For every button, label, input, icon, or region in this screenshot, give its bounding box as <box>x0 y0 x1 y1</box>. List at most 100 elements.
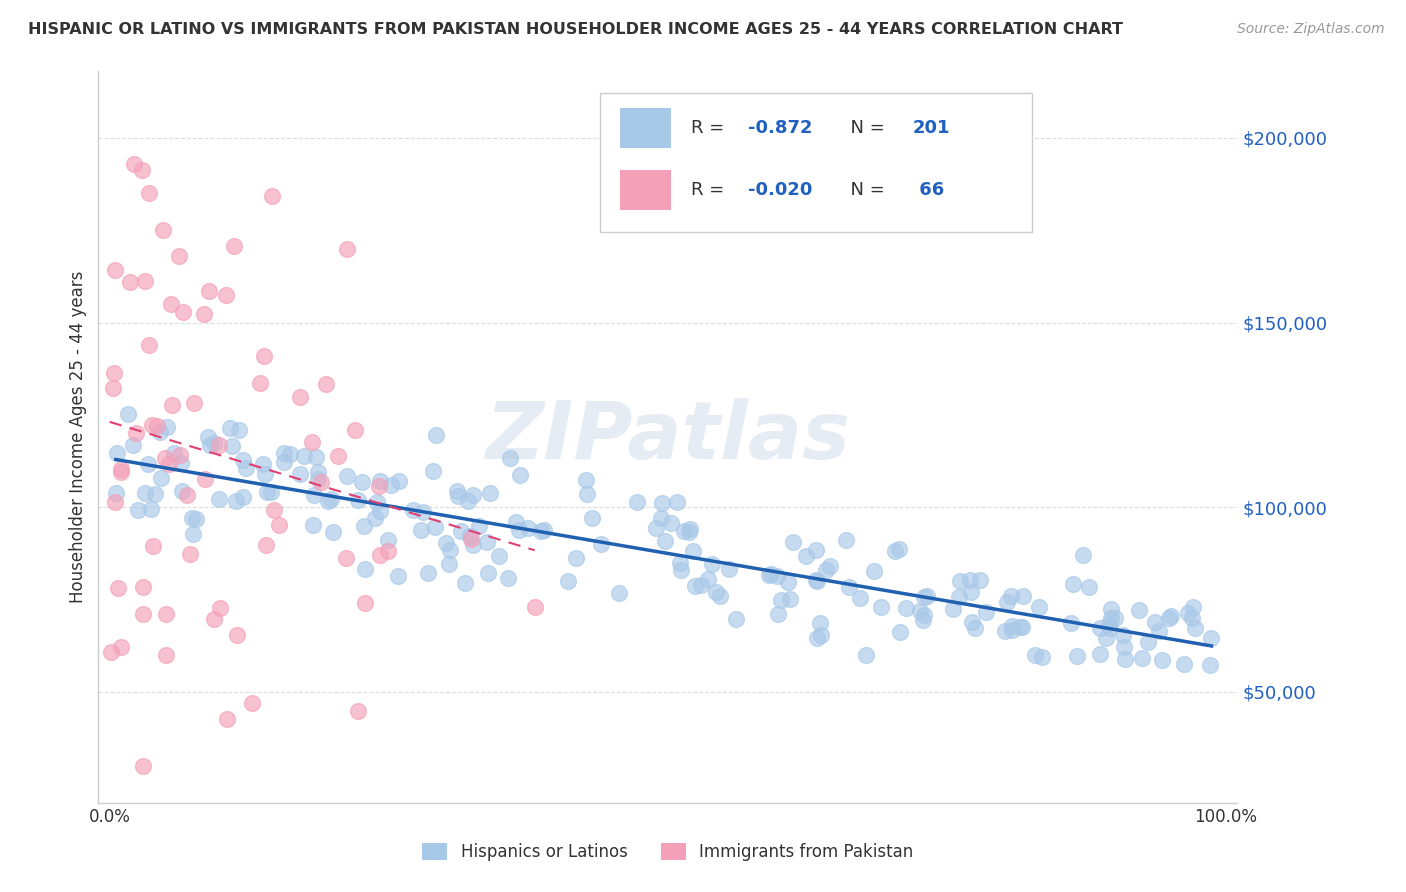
Point <box>335 550 357 565</box>
Point <box>346 492 368 507</box>
Point <box>1181 611 1204 625</box>
Point <box>849 591 872 605</box>
Point <box>894 600 917 615</box>
Point <box>704 585 727 599</box>
Point <box>1114 652 1136 666</box>
Point <box>1201 631 1223 645</box>
Point <box>911 613 934 627</box>
Point <box>1181 599 1204 614</box>
Point <box>252 457 274 471</box>
Point <box>278 447 301 461</box>
Point <box>1095 631 1118 645</box>
Point <box>110 640 132 654</box>
Point <box>208 438 231 452</box>
Point <box>347 704 370 718</box>
Point <box>232 491 254 505</box>
Point <box>160 297 183 311</box>
Point <box>475 535 498 549</box>
Point <box>806 573 828 587</box>
Text: N =: N = <box>839 120 890 137</box>
Point <box>121 438 143 452</box>
Point <box>659 516 682 530</box>
Point <box>1010 620 1032 634</box>
Point <box>1160 609 1182 624</box>
Point <box>273 446 295 460</box>
Point <box>1112 640 1135 654</box>
Point <box>1104 610 1126 624</box>
Point <box>202 436 225 450</box>
Point <box>1078 580 1101 594</box>
Point <box>132 580 155 594</box>
Point <box>401 503 423 517</box>
Point <box>169 449 191 463</box>
Point <box>104 263 127 277</box>
Point <box>949 574 972 588</box>
Point <box>105 445 128 459</box>
Point <box>134 274 156 288</box>
Point <box>523 599 546 614</box>
Point <box>862 564 884 578</box>
Point <box>103 381 125 395</box>
Point <box>439 543 461 558</box>
Point <box>273 455 295 469</box>
Point <box>453 575 475 590</box>
Point <box>215 288 238 302</box>
Point <box>810 628 832 642</box>
Point <box>131 163 153 178</box>
Point <box>509 467 531 482</box>
Point <box>696 572 718 586</box>
Point <box>143 487 166 501</box>
Point <box>134 486 156 500</box>
Point <box>678 525 700 540</box>
Point <box>169 456 191 470</box>
Point <box>104 486 127 500</box>
Point <box>157 457 180 471</box>
Point <box>260 189 283 203</box>
Point <box>912 590 935 604</box>
Point <box>948 590 970 604</box>
Point <box>228 423 250 437</box>
Point <box>1199 657 1222 672</box>
Point <box>766 607 789 621</box>
Point <box>725 612 748 626</box>
Point <box>127 503 149 517</box>
Point <box>479 486 502 500</box>
Point <box>651 496 673 510</box>
Point <box>288 390 311 404</box>
Point <box>155 648 177 662</box>
Point <box>969 573 991 587</box>
Point <box>104 495 127 509</box>
Point <box>219 421 242 435</box>
Point <box>193 307 215 321</box>
Point <box>575 473 598 487</box>
Point <box>184 512 207 526</box>
Point <box>162 399 184 413</box>
Point <box>505 515 527 529</box>
Point <box>446 483 468 498</box>
Point <box>156 419 179 434</box>
Point <box>1001 619 1024 633</box>
Point <box>581 511 603 525</box>
Point <box>198 284 221 298</box>
Point <box>366 494 388 508</box>
Text: ZIPatlas: ZIPatlas <box>485 398 851 476</box>
Point <box>690 577 713 591</box>
Point <box>117 407 139 421</box>
Point <box>138 186 160 201</box>
Point <box>870 600 893 615</box>
Point <box>1099 601 1122 615</box>
Point <box>499 451 522 466</box>
Point <box>654 533 676 548</box>
Point <box>439 557 461 571</box>
Point <box>564 550 586 565</box>
Point <box>141 417 163 432</box>
Point <box>1177 606 1199 620</box>
Point <box>370 548 392 562</box>
Point <box>103 367 125 381</box>
Point <box>1066 648 1088 663</box>
Point <box>416 566 439 580</box>
Text: N =: N = <box>839 181 890 199</box>
Point <box>1147 624 1170 638</box>
Text: -0.872: -0.872 <box>748 120 813 137</box>
Point <box>307 465 329 479</box>
